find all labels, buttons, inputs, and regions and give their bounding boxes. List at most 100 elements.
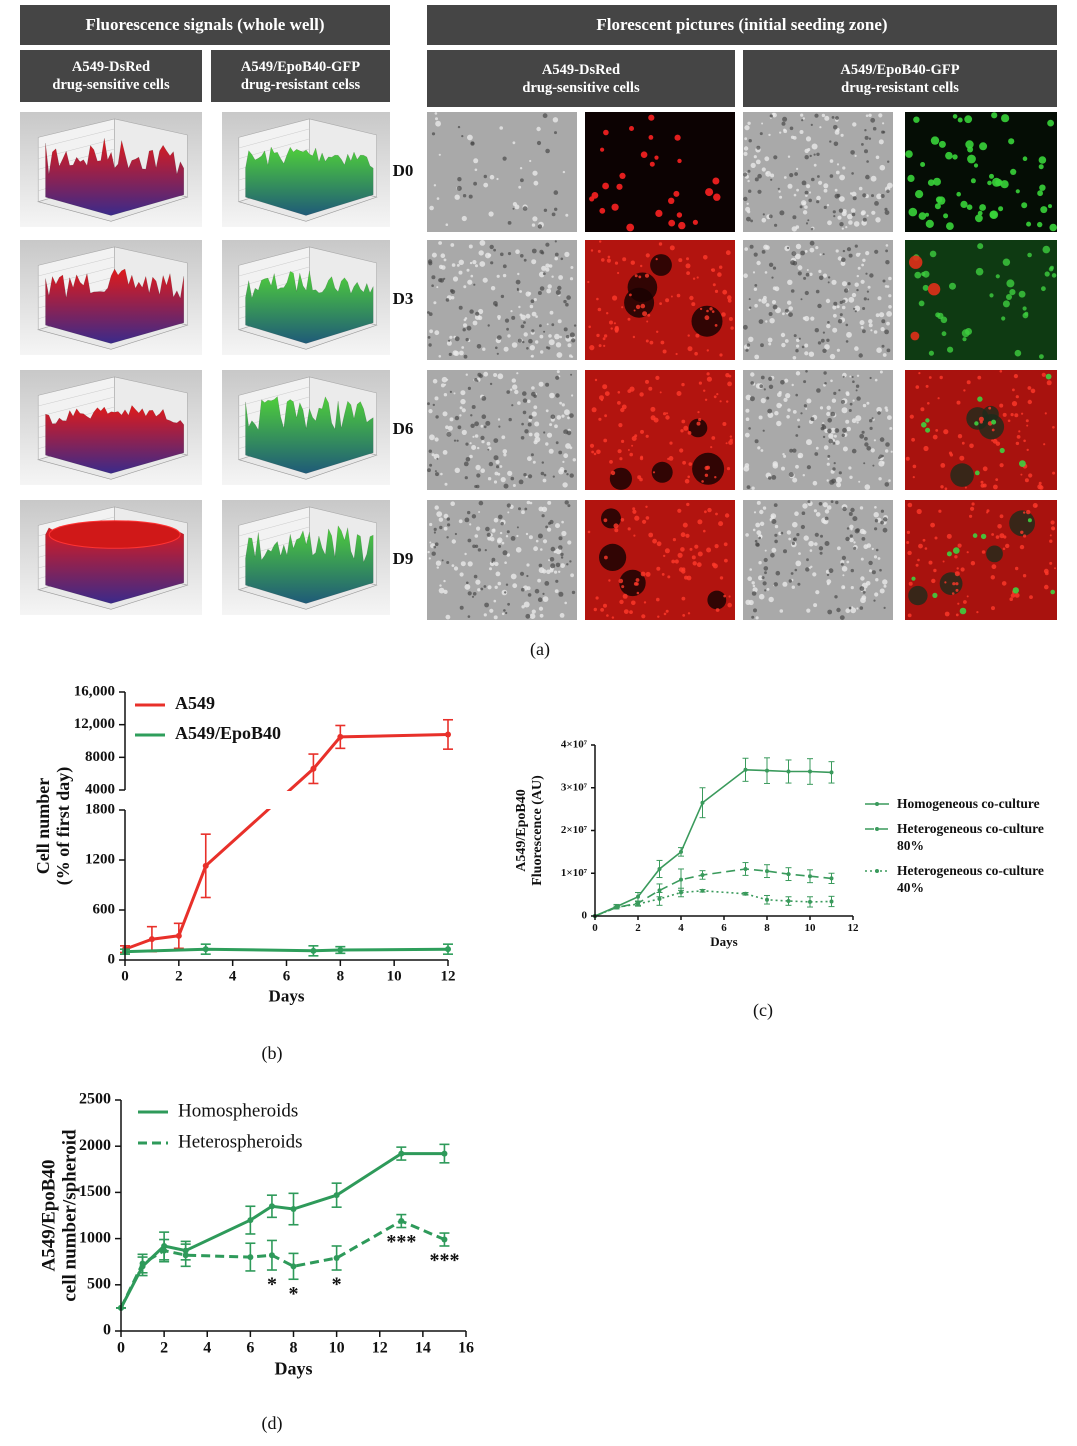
cell [761,250,766,254]
cell [687,431,692,435]
x-tick-label: 10 [805,922,817,934]
cell [797,271,802,276]
cell [852,516,858,522]
cell [726,467,731,471]
cell [827,220,832,226]
cell [494,561,499,567]
cell [794,511,799,516]
cell [748,599,754,606]
cell [506,503,511,508]
cell [865,174,870,180]
cell [467,615,471,618]
cell [719,400,722,403]
cell [905,150,913,158]
cell [873,439,877,442]
cell [516,372,519,375]
cell [906,530,911,535]
cell [852,380,855,384]
cell [754,354,760,360]
cell [712,177,720,185]
cell [1027,386,1032,390]
cell [949,282,956,290]
cell [446,517,450,521]
cell [907,613,912,618]
cell [495,346,498,350]
cell [533,394,537,398]
cell [523,321,526,324]
cell [835,116,839,120]
cell [765,303,770,307]
x-tick-label: 12 [848,922,860,934]
cell [517,401,521,405]
cell [477,315,483,321]
cell [859,320,865,326]
annotation: * [267,1274,277,1296]
cell [525,291,531,297]
cell [811,143,818,150]
cell [815,446,819,450]
cell [541,506,548,512]
cell [563,327,568,332]
cell [746,485,751,489]
cell [558,591,564,597]
cell [542,478,547,483]
cell [908,585,928,606]
cell [603,334,608,338]
cell [502,550,508,556]
cell [555,562,561,568]
cell [435,560,442,566]
cell [1022,511,1026,514]
cell [943,213,949,219]
cell [830,411,836,417]
cell [493,301,498,306]
cell [842,166,846,170]
cell [831,279,837,285]
y-tick-label: 4×10⁷ [561,739,588,751]
cell [517,338,522,343]
cell [457,125,461,129]
cell [571,394,574,397]
cell [836,305,840,309]
cell [604,391,610,396]
cell [704,510,707,514]
cell [792,215,797,220]
x-tick-label: 4 [678,922,684,934]
cell [566,473,569,476]
cell [478,250,484,256]
cell [649,340,654,345]
cell [645,505,648,508]
cell [833,125,838,130]
cell [531,248,537,254]
cell [456,264,460,267]
cell [814,113,819,118]
x-axis-label: Days [710,934,737,949]
cell [725,373,730,378]
cell [829,174,834,178]
cell [518,185,522,189]
cell [502,264,507,269]
cell [974,421,979,426]
cell [867,285,871,289]
cell [494,585,498,589]
cell [815,590,820,595]
cell [460,390,466,396]
cell [933,568,937,573]
cell [744,137,748,141]
marker [310,765,317,772]
cell [689,547,693,551]
cell [756,530,762,536]
cell [762,506,767,510]
cell [792,448,797,453]
cell [856,274,859,278]
cell [464,517,470,523]
cell [747,169,751,173]
cell [634,434,638,438]
cell [927,283,941,296]
cell [496,352,499,355]
cell [827,321,830,324]
cell [806,608,811,613]
cell [485,420,491,426]
cell [850,607,857,614]
cell [776,402,782,409]
cell [816,200,820,204]
